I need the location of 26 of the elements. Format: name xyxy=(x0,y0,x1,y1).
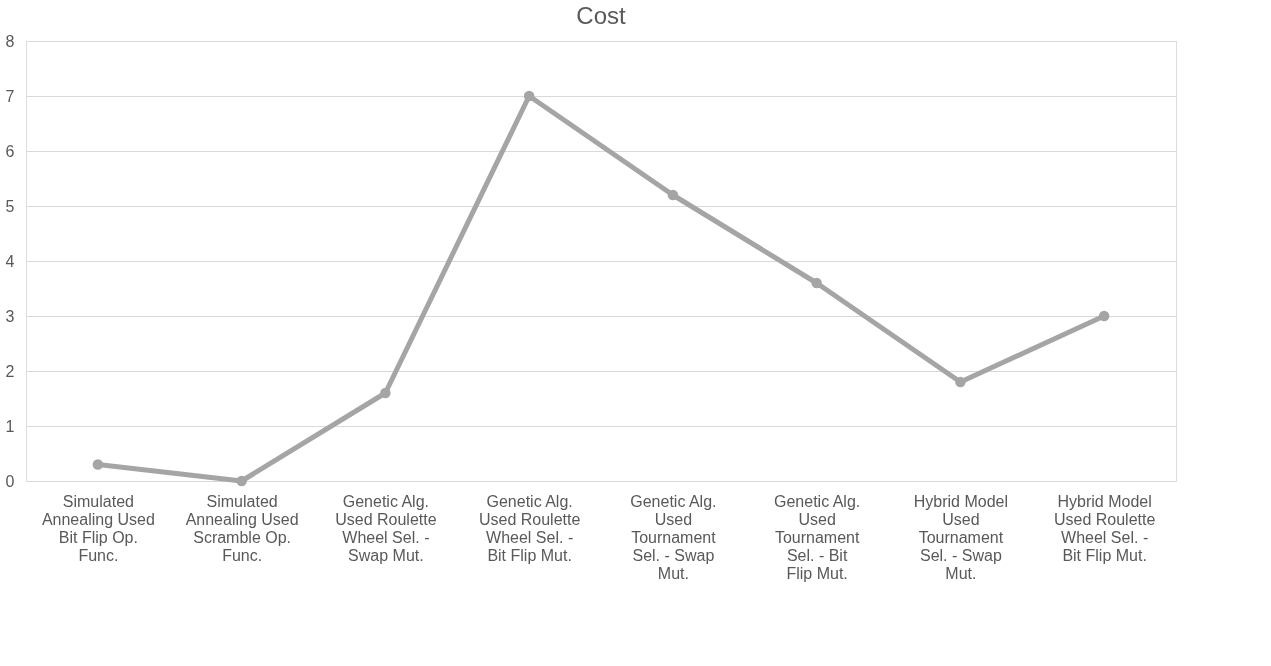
y-tick-label: 4 xyxy=(5,252,15,270)
y-tick-label: 1 xyxy=(5,417,15,435)
x-tick-label: Genetic Alg. Used Tournament Sel. - Bit Flip Mut. xyxy=(773,492,861,582)
point xyxy=(955,376,966,388)
y-tick-label: 0 xyxy=(5,472,15,490)
x-tick-label: Simulated Annealing Used Scramble Op. Func. xyxy=(185,492,299,564)
x-tick-label: Hybrid Model Used Roulette Wheel Sel. - Bit Flip Mut. xyxy=(1053,492,1156,564)
point xyxy=(380,387,391,399)
x-tick-label: Simulated Annealing Used Bit Flip Op. Func. xyxy=(41,492,155,564)
point xyxy=(811,277,822,289)
point xyxy=(667,189,679,201)
x-tick-label: Genetic Alg. Used Tournament Sel. - Swap Mut. xyxy=(630,492,717,582)
y-tick-label: 3 xyxy=(5,307,15,325)
y-tick-label: 8 xyxy=(5,32,15,50)
point xyxy=(236,475,247,487)
point xyxy=(92,459,104,470)
x-tick-label: Genetic Alg. Used Roulette Wheel Sel. - Bit Flip Mut. xyxy=(478,492,581,564)
y-tick-label: 2 xyxy=(5,362,15,380)
x-tick-label: Hybrid Model Used Tournament Sel. - Swap Mut. xyxy=(913,492,1009,582)
y-tick-label: 5 xyxy=(5,197,15,215)
chart-title: Cost xyxy=(576,2,626,29)
y-tick-label: 7 xyxy=(5,87,15,105)
point xyxy=(523,90,535,102)
x-tick-label: Genetic Alg. Used Roulette Wheel Sel. - Swap Mut. xyxy=(335,492,437,564)
point xyxy=(1098,310,1110,322)
y-tick-label: 6 xyxy=(5,142,15,160)
